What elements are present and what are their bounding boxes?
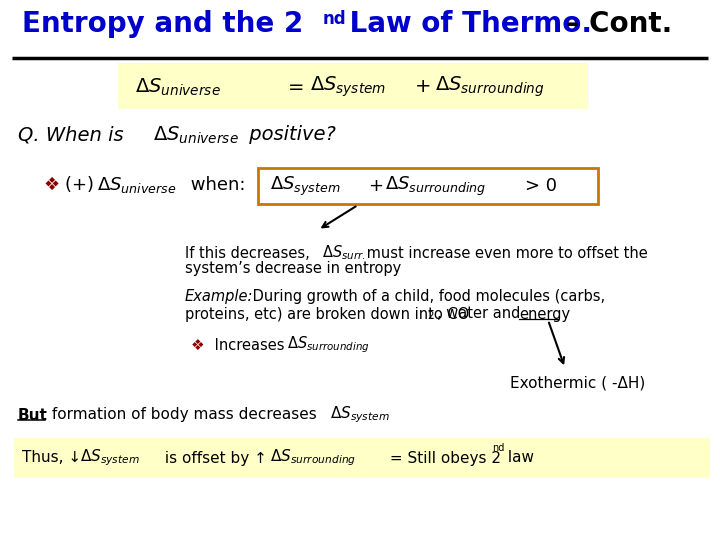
Text: energy: energy [519, 307, 570, 321]
Text: Exothermic ( -ΔH): Exothermic ( -ΔH) [510, 375, 645, 390]
Text: is offset by ↑: is offset by ↑ [160, 450, 271, 465]
Text: =: = [288, 78, 305, 97]
Text: $\Delta S_{universe}$: $\Delta S_{universe}$ [153, 124, 239, 146]
Text: But: But [18, 408, 48, 422]
Text: $\Delta S_{universe}$: $\Delta S_{universe}$ [97, 175, 176, 195]
Text: Increases: Increases [210, 338, 289, 353]
Text: $\Delta S_{system}$: $\Delta S_{system}$ [80, 448, 140, 468]
Text: , water and: , water and [437, 307, 525, 321]
Text: +: + [415, 78, 431, 97]
Text: positive?: positive? [243, 125, 336, 145]
Text: Example:: Example: [185, 288, 253, 303]
Bar [258, 168, 598, 204]
Text: $\mathdefault{\Delta}$$S_{surrounding}$: $\mathdefault{\Delta}$$S_{surrounding}$ [435, 75, 544, 99]
Text: ❖: ❖ [44, 176, 60, 194]
Text: $\Delta S_{surr.}$: $\Delta S_{surr.}$ [322, 244, 366, 262]
Text: $\Delta S_{surrounding}$: $\Delta S_{surrounding}$ [287, 335, 369, 355]
Text: system’s decrease in entropy: system’s decrease in entropy [185, 261, 401, 276]
Text: If this decreases,: If this decreases, [185, 246, 315, 260]
Text: proteins, etc) are broken down into CO: proteins, etc) are broken down into CO [185, 307, 469, 321]
Text: $\Delta S_{surrounding}$: $\Delta S_{surrounding}$ [270, 448, 356, 468]
Text: = Still obeys 2: = Still obeys 2 [385, 450, 501, 465]
Text: ❖: ❖ [192, 338, 204, 353]
Text: (+): (+) [65, 176, 100, 194]
Text: Entropy and the 2: Entropy and the 2 [22, 10, 303, 38]
Text: $\Delta S_{surrounding}$: $\Delta S_{surrounding}$ [385, 174, 486, 198]
Text: must increase even more to offset the: must increase even more to offset the [362, 246, 648, 260]
Text: > 0: > 0 [525, 177, 557, 195]
Text: nd: nd [492, 443, 505, 453]
Text: +: + [368, 177, 383, 195]
Text: when:: when: [185, 176, 246, 194]
Text: nd: nd [323, 10, 346, 28]
Text: – Cont.: – Cont. [556, 10, 672, 38]
Text: formation of body mass decreases: formation of body mass decreases [47, 408, 322, 422]
Text: $_2$: $_2$ [427, 307, 435, 321]
Bar [14, 438, 710, 478]
Text: During growth of a child, food molecules (carbs,: During growth of a child, food molecules… [248, 288, 605, 303]
Text: law: law [503, 450, 534, 465]
Text: Law of Thermo.: Law of Thermo. [340, 10, 592, 38]
Text: $\Delta S_{system}$: $\Delta S_{system}$ [270, 174, 341, 198]
Text: $\mathdefault{\Delta}$$S_{system}$: $\mathdefault{\Delta}$$S_{system}$ [310, 75, 386, 99]
Bar [118, 63, 588, 109]
Text: Q. When is: Q. When is [18, 125, 130, 145]
Text: Thus, ↓: Thus, ↓ [22, 450, 86, 465]
Text: $\mathdefault{\Delta}$$S_{universe}$: $\mathdefault{\Delta}$$S_{universe}$ [135, 76, 221, 98]
Text: $\Delta S_{system}$: $\Delta S_{system}$ [330, 404, 390, 426]
